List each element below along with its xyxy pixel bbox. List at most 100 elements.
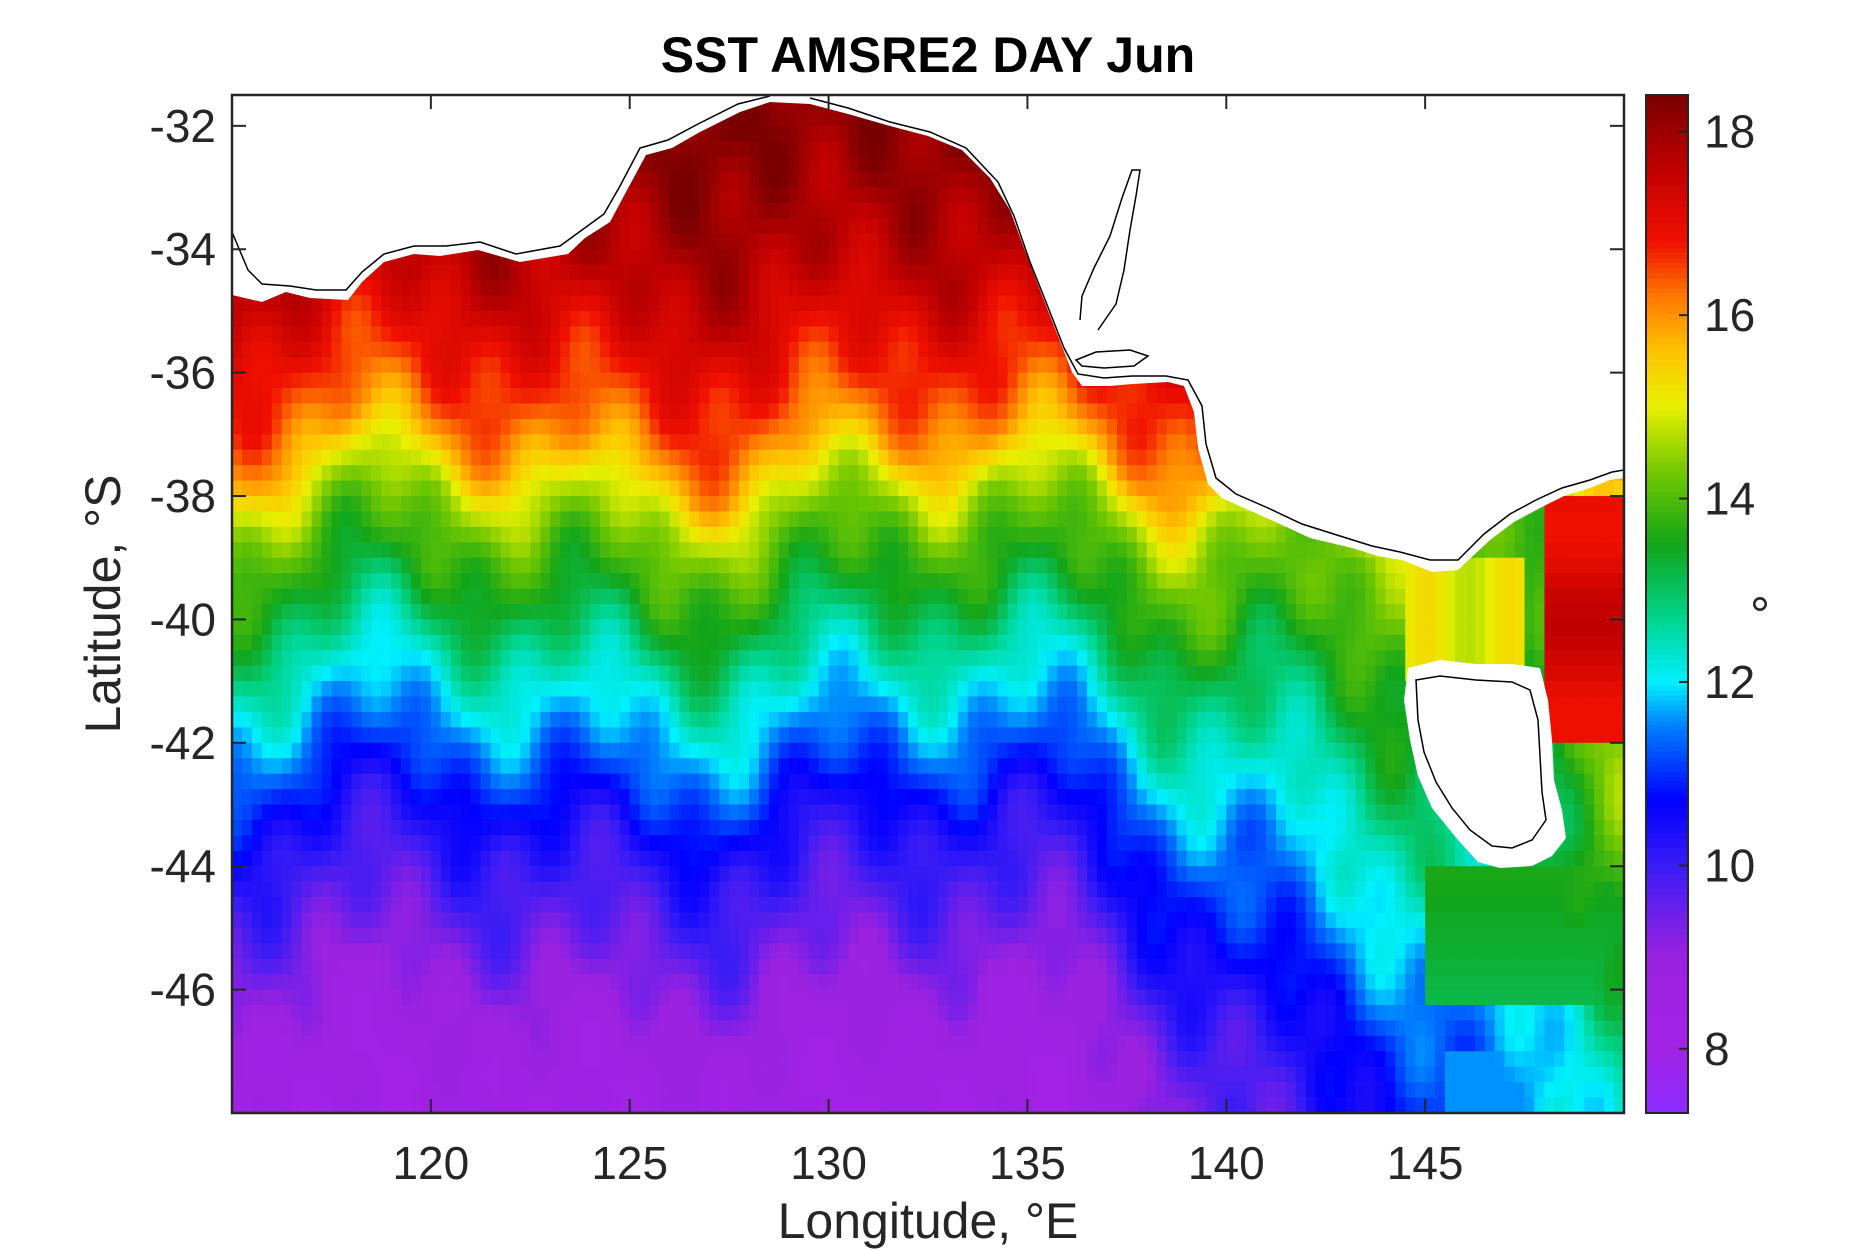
- heatmap-cell: [1017, 357, 1029, 374]
- heatmap-cell: [669, 141, 681, 158]
- heatmap-cell: [1405, 619, 1416, 636]
- heatmap-cell: [241, 310, 253, 327]
- heatmap-cell: [848, 218, 859, 235]
- heatmap-cell: [699, 326, 710, 343]
- heatmap-cell: [878, 156, 889, 173]
- heatmap-cell: [261, 480, 273, 497]
- heatmap-cell: [878, 403, 889, 420]
- heatmap-cell: [470, 511, 482, 528]
- heatmap-cell: [311, 388, 323, 405]
- heatmap-cell: [351, 573, 362, 590]
- heatmap-cell: [500, 634, 511, 651]
- heatmap-cell: [391, 280, 402, 297]
- heatmap-cell: [1544, 557, 1555, 574]
- heatmap-cell: [858, 634, 869, 651]
- heatmap-cell: [1017, 264, 1029, 281]
- heatmap-cell: [1226, 619, 1237, 636]
- heatmap-cell: [1126, 511, 1138, 528]
- heatmap-cell: [470, 418, 482, 435]
- heatmap-cell: [1047, 326, 1058, 343]
- heatmap-cell: [371, 465, 382, 482]
- heatmap-cell: [530, 264, 541, 281]
- heatmap-cell: [1295, 542, 1307, 559]
- heatmap-cell: [957, 418, 969, 435]
- heatmap-cell: [868, 542, 879, 559]
- heatmap-cell: [798, 125, 810, 142]
- heatmap-cell: [1017, 480, 1029, 497]
- heatmap-cell: [868, 403, 879, 420]
- heatmap-cell: [659, 465, 671, 482]
- heatmap-cell: [599, 264, 611, 281]
- heatmap-cell: [967, 480, 979, 497]
- heatmap-cell: [858, 295, 869, 312]
- heatmap-cell: [788, 604, 800, 621]
- heatmap-cell: [241, 449, 253, 466]
- heatmap-cell: [987, 233, 999, 250]
- heatmap-cell: [788, 141, 800, 158]
- heatmap-cell: [778, 172, 790, 189]
- heatmap-cell: [480, 310, 492, 327]
- heatmap-cell: [908, 496, 919, 513]
- heatmap-cell: [788, 526, 800, 543]
- heatmap-cell: [808, 110, 820, 127]
- heatmap-cell: [967, 588, 979, 605]
- heatmap-cell: [669, 573, 681, 590]
- heatmap-cell: [957, 604, 969, 621]
- heatmap-cell: [440, 372, 452, 389]
- heatmap-cell: [1385, 604, 1396, 621]
- heatmap-cell: [331, 326, 342, 343]
- heatmap-cell: [1106, 634, 1118, 651]
- heatmap-cell: [898, 619, 909, 636]
- heatmap-cell: [689, 310, 700, 327]
- heatmap-cell: [321, 573, 333, 590]
- heatmap-cell: [609, 388, 621, 405]
- heatmap-cell: [1037, 465, 1048, 482]
- heatmap-cell: [699, 604, 710, 621]
- heatmap-cell: [490, 295, 502, 312]
- heatmap-cell: [609, 542, 621, 559]
- heatmap-cell: [838, 156, 850, 173]
- heatmap-cell: [1047, 511, 1058, 528]
- heatmap-cell: [430, 449, 442, 466]
- heatmap-cell: [858, 542, 869, 559]
- heatmap-cell: [898, 557, 909, 574]
- heatmap-cell: [391, 326, 402, 343]
- heatmap-cell: [1554, 557, 1565, 574]
- heatmap-cell: [798, 604, 810, 621]
- heatmap-cell: [470, 372, 482, 389]
- heatmap-cell: [957, 233, 969, 250]
- heatmap-cell: [719, 249, 730, 266]
- heatmap-cell: [858, 341, 869, 358]
- heatmap-cell: [967, 449, 979, 466]
- heatmap-cell: [997, 264, 1009, 281]
- heatmap-cell: [888, 604, 899, 621]
- heatmap-cell: [530, 542, 541, 559]
- heatmap-cell: [689, 634, 700, 651]
- heatmap-cell: [1047, 357, 1058, 374]
- heatmap-cell: [649, 156, 661, 173]
- heatmap-cell: [1276, 588, 1287, 605]
- heatmap-cell: [659, 372, 671, 389]
- heatmap-cell: [401, 634, 412, 651]
- heatmap-cell: [967, 187, 979, 204]
- heatmap-cell: [848, 634, 859, 651]
- heatmap-cell: [1047, 588, 1058, 605]
- heatmap-cell: [937, 588, 949, 605]
- heatmap-cell: [629, 280, 641, 297]
- heatmap-cell: [669, 357, 681, 374]
- heatmap-cell: [629, 172, 641, 189]
- heatmap-cell: [679, 604, 690, 621]
- heatmap-cell: [1146, 634, 1158, 651]
- heatmap-cell: [371, 357, 382, 374]
- heatmap-cell: [719, 511, 730, 528]
- heatmap-cell: [798, 341, 810, 358]
- heatmap-cell: [888, 249, 899, 266]
- heatmap-cell: [639, 156, 651, 173]
- heatmap-cell: [281, 557, 293, 574]
- heatmap-cell: [888, 619, 899, 636]
- heatmap-cell: [510, 326, 521, 343]
- heatmap-cell: [430, 496, 442, 513]
- heatmap-cell: [868, 388, 879, 405]
- heatmap-cell: [331, 634, 342, 651]
